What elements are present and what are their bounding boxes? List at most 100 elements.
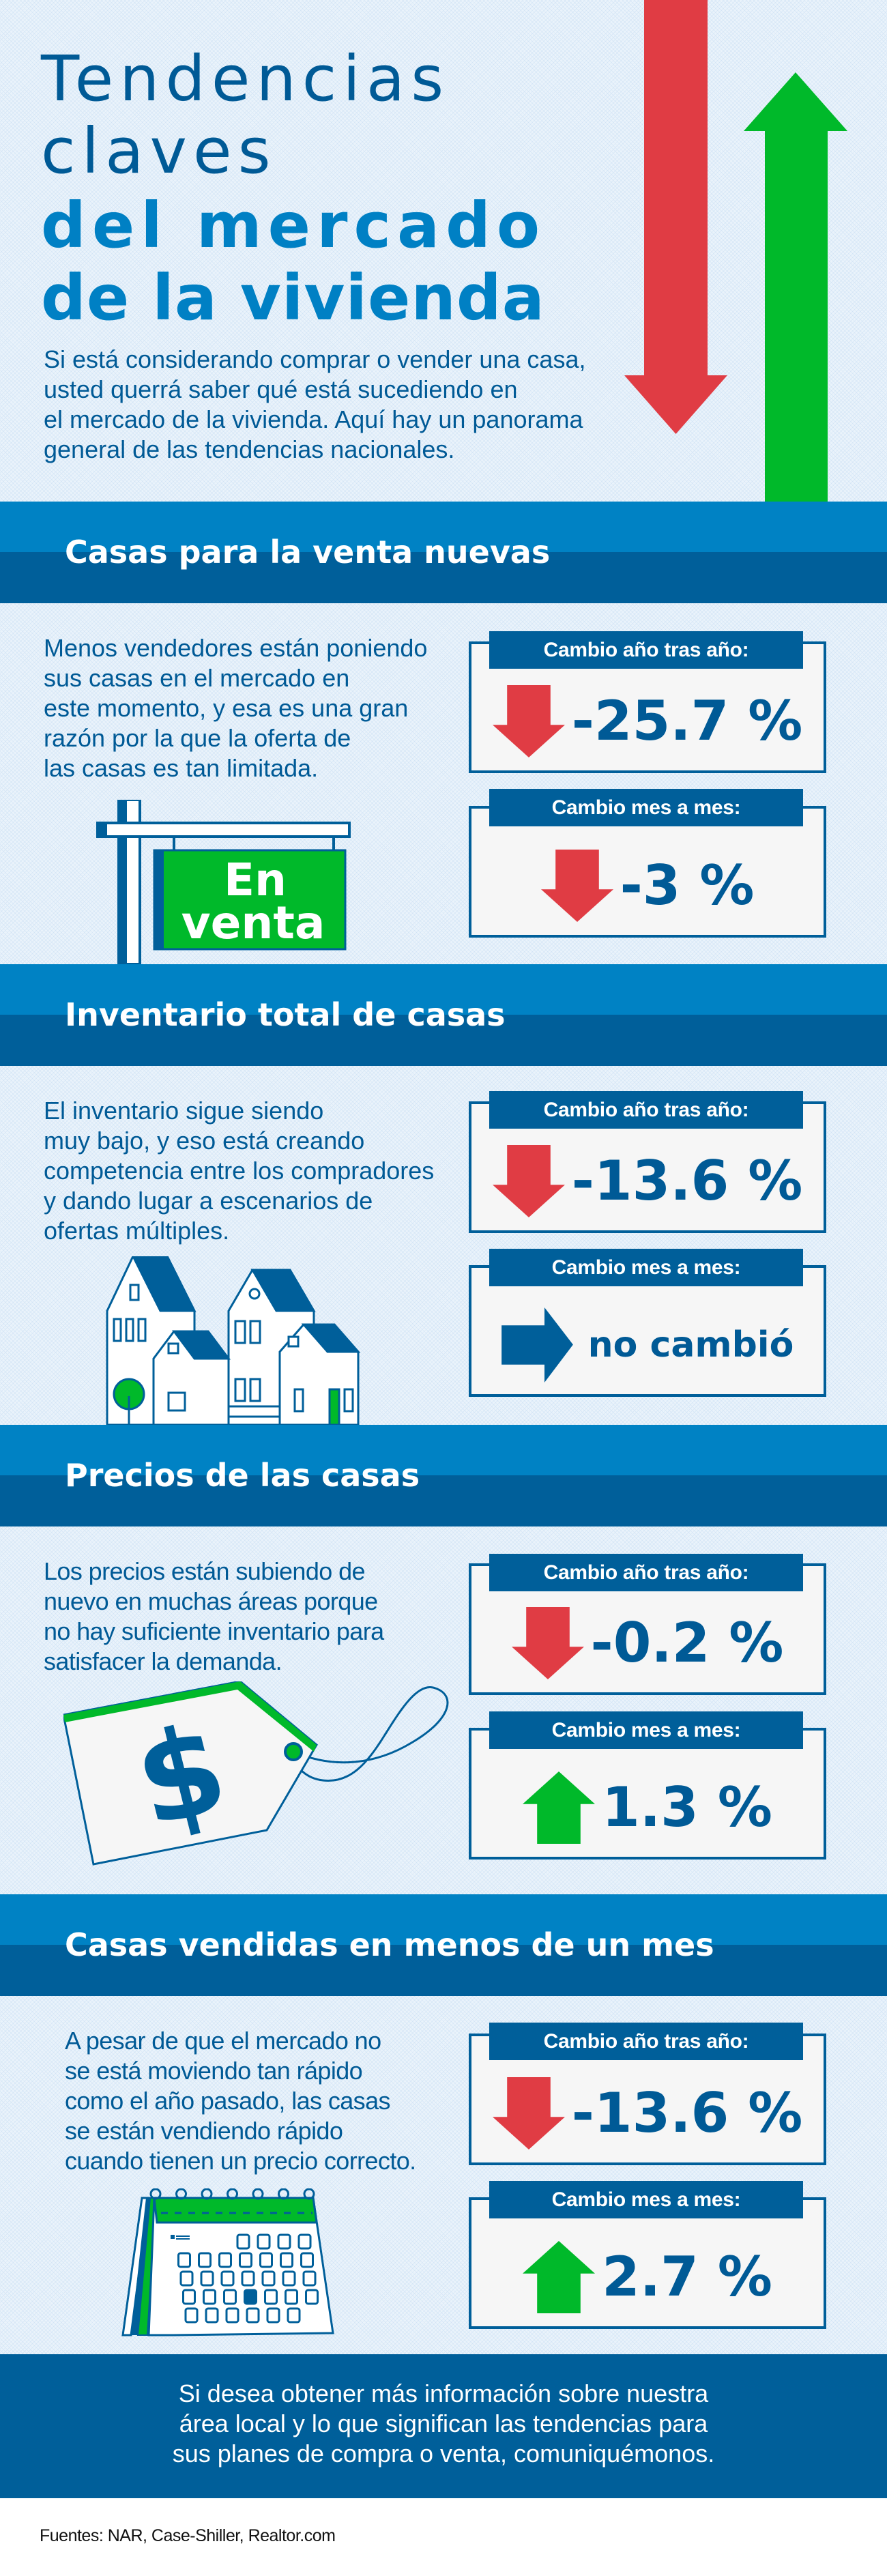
body-line: sus casas en el mercado en <box>44 664 350 692</box>
calendar-illustration <box>121 2188 334 2336</box>
calendar-ring <box>201 2188 213 2200</box>
body-line: este momento, y esa es una gran <box>44 694 409 722</box>
mom-change-card: -3 % <box>469 806 826 938</box>
up-arrow-icon <box>523 2240 596 2313</box>
body-line: se están vendiendo rápido <box>65 2117 343 2145</box>
mom-change-card: 2.7 % <box>469 2197 826 2329</box>
title-line-2: claves <box>41 115 277 188</box>
calendar-day <box>184 2307 199 2324</box>
body-line: competencia entre los compradores <box>44 1157 435 1185</box>
calendar-day <box>246 2307 260 2324</box>
for-sale-sign-illustration: En venta <box>96 800 351 964</box>
mom-change-card: 1.3 % <box>469 1728 826 1859</box>
calendar-day <box>203 2289 216 2305</box>
section-heading: Inventario total de casas <box>65 996 506 1033</box>
mom-value: -3 % <box>620 853 755 917</box>
section-heading: Precios de las casas <box>65 1457 420 1494</box>
price-tag-illustration: $ <box>63 1681 449 1866</box>
calendar-day <box>280 2252 293 2268</box>
hero-background <box>0 0 887 502</box>
section-heading: Casas para la venta nuevas <box>65 534 551 570</box>
calendar-day <box>305 2289 319 2305</box>
mom-value: no cambió <box>587 1324 794 1365</box>
body-line: cuando tienen un precio correcto. <box>65 2147 416 2175</box>
calendar-day <box>302 2270 317 2287</box>
section-days-on-market: A pesar de que el mercado no se está mov… <box>0 1996 887 2354</box>
intro-line: Si está considerando comprar o vender un… <box>44 345 586 373</box>
yoy-value: -13.6 % <box>571 1148 803 1213</box>
cta-text: Si desea obtener más información sobre n… <box>0 2379 887 2469</box>
calendar-day-highlighted <box>244 2289 257 2305</box>
body-line: satisfacer la demanda. <box>44 1647 282 1675</box>
title-line-3: del mercado <box>41 189 547 262</box>
down-arrow-icon <box>624 0 727 434</box>
yoy-value: -0.2 % <box>590 1610 784 1675</box>
calendar-ring <box>252 2188 264 2200</box>
body-line: Menos vendedores están poniendo <box>44 634 428 662</box>
yoy-value: -25.7 % <box>571 689 803 753</box>
yoy-value: -13.6 % <box>571 2081 803 2145</box>
section-body: A pesar de que el mercado no se está mov… <box>65 2026 416 2176</box>
down-arrow-icon <box>492 1144 565 1217</box>
body-line: El inventario sigue siendo <box>44 1097 324 1125</box>
calendar-day <box>241 2270 255 2287</box>
calendar-day <box>287 2307 301 2324</box>
mom-label: Cambio mes a mes: <box>489 1249 803 1286</box>
calendar-day <box>261 2270 276 2287</box>
mom-label: Cambio mes a mes: <box>489 1711 803 1749</box>
body-line: A pesar de que el mercado no <box>65 2027 381 2055</box>
calendar-day <box>259 2252 273 2268</box>
body-line: muy bajo, y eso está creando <box>44 1127 365 1155</box>
calendar-day <box>239 2252 252 2268</box>
section-new-listings: Menos vendedores están poniendo sus casa… <box>0 603 887 964</box>
call-to-action-banner: Si desea obtener más información sobre n… <box>0 2354 887 2498</box>
calendar-day <box>220 2270 235 2287</box>
body-line: las casas es tan limitada. <box>44 754 319 782</box>
mom-change-card: no cambió <box>469 1265 826 1397</box>
mom-label: Cambio mes a mes: <box>489 2181 803 2218</box>
mom-value: 2.7 % <box>602 2244 772 2309</box>
houses-illustration <box>106 1256 361 1425</box>
section-inventory: El inventario sigue siendo muy bajo, y e… <box>0 1066 887 1425</box>
calendar-day <box>177 2252 191 2268</box>
calendar-day <box>200 2270 214 2287</box>
intro-line: general de las tendencias nacionales. <box>44 435 455 463</box>
cta-line: área local y lo que significan las tende… <box>179 2409 708 2437</box>
calendar-day <box>198 2252 212 2268</box>
cta-line: Si desea obtener más información sobre n… <box>178 2379 709 2407</box>
section-prices: Los precios están subiendo de nuevo en m… <box>0 1526 887 1894</box>
calendar-day <box>205 2307 219 2324</box>
calendar-day <box>266 2307 280 2324</box>
calendar-day <box>300 2252 314 2268</box>
calendar-ring <box>175 2188 187 2200</box>
yoy-label: Cambio año tras año: <box>489 1091 803 1129</box>
title-line-1: Tendencias <box>41 42 450 115</box>
title-line-4: de la vivienda <box>41 261 545 334</box>
intro-line: usted querrá saber qué está sucediendo e… <box>44 375 518 403</box>
calendar-day <box>182 2289 196 2305</box>
section-header-new-listings: Casas para la venta nuevas <box>0 502 887 603</box>
sources-footnote: Fuentes: NAR, Case-Shiller, Realtor.com <box>40 2526 336 2545</box>
calendar-day <box>282 2270 296 2287</box>
intro-line: el mercado de la vivienda. Aquí hay un p… <box>44 405 583 433</box>
calendar-day <box>223 2289 237 2305</box>
calendar-day <box>218 2252 232 2268</box>
body-line: y dando lugar a escenarios de <box>44 1187 373 1215</box>
body-line: ofertas múltiples. <box>44 1217 230 1245</box>
down-arrow-icon <box>540 849 613 922</box>
calendar-ring <box>278 2188 289 2200</box>
calendar-day <box>257 2233 271 2250</box>
yoy-label: Cambio año tras año: <box>489 2023 803 2060</box>
calendar-day <box>264 2289 278 2305</box>
down-arrow-icon <box>492 2076 565 2150</box>
section-heading: Casas vendidas en menos de un mes <box>65 1926 714 1963</box>
section-header-days-on-market: Casas vendidas en menos de un mes <box>0 1894 887 1996</box>
section-body: El inventario sigue siendo muy bajo, y e… <box>44 1096 434 1246</box>
calendar-day <box>225 2307 239 2324</box>
body-line: nuevo en muchas áreas porque <box>44 1587 378 1615</box>
calendar-day <box>179 2270 194 2287</box>
up-arrow-icon <box>744 72 847 502</box>
body-line: no hay suficiente inventario para <box>44 1617 384 1645</box>
body-line: se está moviendo tan rápido <box>65 2057 363 2085</box>
